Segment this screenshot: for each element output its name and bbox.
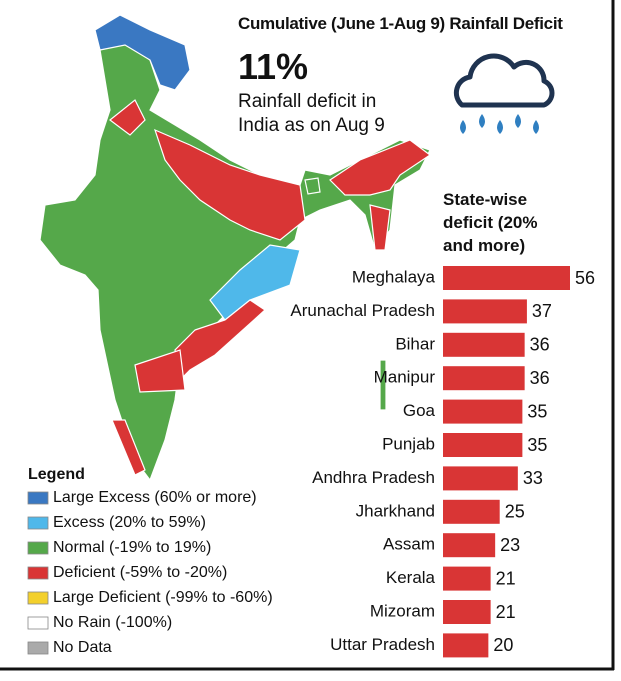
legend-swatch: [27, 516, 49, 530]
india-map: [39, 14, 432, 482]
legend-label: Excess (20% to 59%): [53, 514, 206, 531]
value-label: 56: [575, 268, 595, 288]
legend-label: Normal (-19% to 19%): [53, 539, 211, 556]
legend-swatch: [27, 491, 49, 505]
category-label: Manipur: [374, 368, 436, 387]
value-label: 21: [496, 602, 516, 622]
category-label: Goa: [403, 401, 436, 420]
category-label: Mizoram: [370, 601, 435, 620]
legend-label: Large Deficient (-99% to -60%): [53, 589, 273, 606]
bar: [443, 466, 518, 491]
value-label: 36: [530, 335, 550, 355]
value-label: 21: [496, 568, 516, 588]
legend-swatch: [27, 616, 49, 630]
legend-swatch: [27, 541, 49, 555]
legend-label: Deficient (-59% to -20%): [53, 564, 227, 581]
category-label: Kerala: [386, 568, 436, 587]
category-label: Jharkhand: [356, 501, 435, 520]
category-label: Andhra Pradesh: [312, 468, 435, 487]
value-label: 33: [523, 468, 543, 488]
value-label: 23: [500, 535, 520, 555]
value-label: 36: [530, 368, 550, 388]
legend-label: No Rain (-100%): [53, 614, 172, 631]
legend-title: Legend: [28, 466, 85, 483]
bar: [443, 533, 496, 558]
headline: 11%: [238, 46, 309, 87]
category-label: Bihar: [395, 334, 435, 353]
bar: [443, 266, 570, 290]
legend-swatch: [27, 641, 49, 655]
value-label: 35: [527, 435, 547, 455]
legend-label: Large Excess (60% or more): [53, 489, 257, 506]
bar: [443, 299, 527, 324]
bar: [443, 366, 525, 391]
category-label: Uttar Pradesh: [330, 635, 435, 654]
subtitle: Rainfall deficit in India as on Aug 9: [238, 91, 385, 136]
value-label: 20: [493, 635, 513, 655]
value-label: 25: [505, 502, 525, 522]
bar: [443, 633, 489, 658]
bar: [443, 399, 523, 424]
legend-swatch: [27, 566, 49, 580]
legend-label: No Data: [53, 639, 112, 656]
bar: [443, 332, 525, 357]
rain-icon: [453, 53, 555, 134]
bar: [443, 433, 523, 457]
bar: [443, 600, 491, 624]
category-label: Meghalaya: [352, 267, 436, 286]
category-label: Punjab: [382, 434, 435, 453]
title: Cumulative (June 1-Aug 9) Rainfall Defic…: [238, 14, 563, 33]
category-label: Arunachal Pradesh: [290, 301, 435, 320]
bar: [443, 566, 491, 591]
bar: [443, 499, 500, 524]
value-label: 35: [527, 401, 547, 421]
value-label: 37: [532, 301, 552, 321]
category-label: Assam: [383, 535, 435, 554]
chart-heading: State-wise deficit (20% and more): [443, 190, 538, 255]
legend-swatch: [27, 591, 49, 605]
